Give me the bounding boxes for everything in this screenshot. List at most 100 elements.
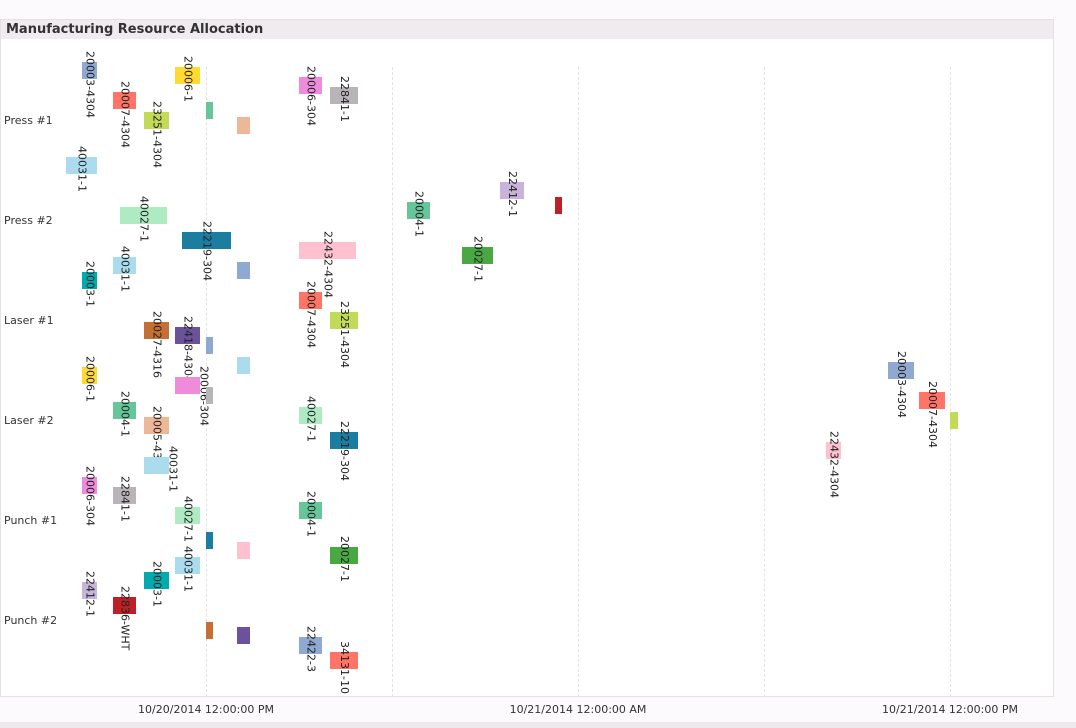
task-bar[interactable]: [65, 157, 97, 174]
task-bar[interactable]: [299, 292, 323, 309]
task-bar[interactable]: [82, 582, 97, 599]
task-bar[interactable]: [206, 622, 214, 639]
task-bar[interactable]: [237, 117, 250, 134]
row-label: Laser #1: [4, 314, 54, 327]
task-bar[interactable]: [330, 87, 358, 104]
task-label: 40027-1: [181, 496, 195, 542]
task-bar[interactable]: [113, 597, 137, 614]
task-bar[interactable]: [182, 232, 231, 249]
task-label: 20007-4304: [118, 81, 132, 148]
bottom-border: [0, 722, 1076, 728]
x-tick-label: 10/21/2014 12:00:00 PM: [882, 703, 1018, 716]
task-label: 40031-1: [118, 246, 132, 292]
task-bar[interactable]: [206, 337, 214, 354]
task-bar[interactable]: [82, 62, 97, 79]
task-bar[interactable]: [826, 442, 841, 459]
task-label: 20004-1: [118, 391, 132, 437]
task-bar[interactable]: [113, 487, 137, 504]
row-label: Press #1: [4, 114, 53, 127]
task-bar[interactable]: [82, 477, 97, 494]
gantt-plot: 10/20/2014 12:00:00 PM 10/21/2014 12:00:0…: [1, 39, 1053, 716]
task-label: 22219-304: [200, 221, 214, 281]
task-bar[interactable]: [299, 242, 356, 259]
task-bar[interactable]: [144, 457, 169, 474]
task-bar[interactable]: [82, 367, 97, 384]
task-bar[interactable]: [554, 197, 562, 214]
task-bar[interactable]: [175, 377, 200, 394]
task-label: 22422-3: [304, 626, 318, 672]
task-label: 22418-4304: [181, 316, 195, 383]
task-bar[interactable]: [237, 262, 250, 279]
task-label: 20003-1: [150, 561, 164, 607]
task-bar[interactable]: [113, 402, 137, 419]
task-bar[interactable]: [330, 432, 358, 449]
task-bar[interactable]: [237, 542, 250, 559]
task-label: 22432-4304: [321, 231, 335, 298]
task-bar[interactable]: [175, 67, 200, 84]
task-bar[interactable]: [144, 572, 169, 589]
task-label: 22432-4304: [827, 431, 841, 498]
task-label: 22412-1: [83, 571, 97, 617]
task-bar[interactable]: [175, 507, 200, 524]
task-bar[interactable]: [299, 637, 323, 654]
task-label: 20004-1: [304, 491, 318, 537]
task-label: 20007-4304: [925, 381, 939, 448]
task-bar[interactable]: [919, 392, 945, 409]
gridline: [392, 67, 393, 697]
task-bar[interactable]: [237, 627, 250, 644]
task-label: 20006-304: [83, 466, 97, 526]
task-bar[interactable]: [120, 207, 168, 224]
task-label: 22219-304: [337, 421, 351, 481]
task-label: 40031-1: [181, 546, 195, 592]
task-label: 22841-1: [118, 476, 132, 522]
task-label: 22412-1: [505, 171, 519, 217]
task-bar[interactable]: [113, 92, 137, 109]
task-label: 23251-4304: [337, 301, 351, 368]
task-label: 34131-10: [337, 641, 351, 694]
task-bar[interactable]: [144, 322, 169, 339]
task-label: 20003-1: [83, 261, 97, 307]
row-label: Laser #2: [4, 414, 54, 427]
task-bar[interactable]: [299, 407, 323, 424]
task-bar[interactable]: [461, 247, 493, 264]
task-bar[interactable]: [206, 387, 214, 404]
task-label: 22836-WHT: [118, 586, 132, 651]
task-bar[interactable]: [206, 532, 214, 549]
row-label: Press #2: [4, 214, 53, 227]
task-bar[interactable]: [499, 182, 524, 199]
task-label: 20003-4304: [83, 51, 97, 118]
task-label: 40027-1: [137, 196, 151, 242]
task-label: 20005-4304: [150, 406, 164, 473]
x-tick-label: 10/20/2014 12:00:00 PM: [138, 703, 274, 716]
task-bar[interactable]: [330, 547, 358, 564]
task-label: 22841-1: [337, 76, 351, 122]
task-label: 20007-4304: [304, 281, 318, 348]
task-label: 40027-1: [304, 396, 318, 442]
task-bar[interactable]: [950, 412, 958, 429]
chart-title: Manufacturing Resource Allocation: [1, 20, 1053, 39]
x-tick-label: 10/21/2014 12:00:00 AM: [509, 703, 647, 716]
task-bar[interactable]: [299, 77, 323, 94]
task-bar[interactable]: [330, 312, 358, 329]
task-bar[interactable]: [82, 272, 97, 289]
chart-panel: Manufacturing Resource Allocation 10/20/…: [0, 19, 1054, 716]
task-label: 23251-4304: [150, 101, 164, 168]
task-bar[interactable]: [888, 362, 914, 379]
task-bar[interactable]: [144, 112, 169, 129]
task-label: 20006-1: [83, 356, 97, 402]
task-bar[interactable]: [175, 557, 200, 574]
task-bar[interactable]: [299, 502, 323, 519]
task-bar[interactable]: [175, 327, 200, 344]
task-bar[interactable]: [144, 417, 169, 434]
task-bar[interactable]: [237, 357, 250, 374]
task-label: 20003-4304: [894, 351, 908, 418]
gridline: [764, 67, 765, 697]
task-label: 40031-1: [75, 146, 89, 192]
gridline: [950, 67, 951, 697]
task-label: 20027-1: [337, 536, 351, 582]
task-bar[interactable]: [330, 652, 358, 669]
task-bar[interactable]: [113, 257, 137, 274]
task-bar[interactable]: [406, 202, 431, 219]
gridline: [578, 67, 579, 697]
task-bar[interactable]: [206, 102, 214, 119]
